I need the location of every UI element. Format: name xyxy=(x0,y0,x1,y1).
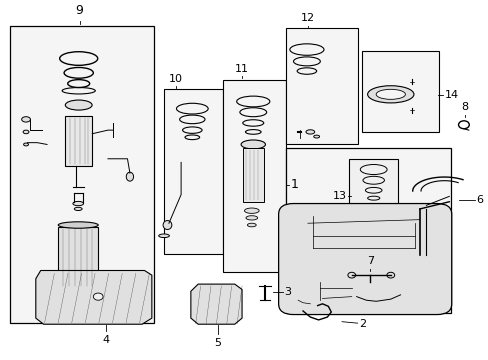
Ellipse shape xyxy=(245,216,257,220)
Ellipse shape xyxy=(23,130,29,134)
Ellipse shape xyxy=(21,117,30,122)
Ellipse shape xyxy=(347,272,355,278)
Ellipse shape xyxy=(163,221,171,229)
Text: 10: 10 xyxy=(169,73,183,84)
Ellipse shape xyxy=(244,208,259,213)
Ellipse shape xyxy=(313,135,319,138)
Bar xyxy=(348,159,397,229)
Ellipse shape xyxy=(241,140,265,149)
Text: 13: 13 xyxy=(332,191,346,201)
Bar xyxy=(285,148,450,313)
Ellipse shape xyxy=(65,100,92,110)
Text: 7: 7 xyxy=(366,256,373,266)
Ellipse shape xyxy=(367,86,413,103)
Polygon shape xyxy=(36,270,152,324)
Ellipse shape xyxy=(74,207,82,211)
Bar xyxy=(222,80,285,271)
Text: 6: 6 xyxy=(475,195,482,205)
Ellipse shape xyxy=(93,293,103,300)
Ellipse shape xyxy=(386,272,394,278)
Text: 9: 9 xyxy=(76,4,83,17)
Ellipse shape xyxy=(158,234,169,238)
Text: 4: 4 xyxy=(102,335,109,345)
Ellipse shape xyxy=(126,172,133,181)
Text: 14: 14 xyxy=(444,90,458,100)
Ellipse shape xyxy=(247,223,256,227)
Polygon shape xyxy=(190,284,242,324)
Text: 3: 3 xyxy=(284,287,291,297)
Text: 8: 8 xyxy=(460,102,468,112)
Text: 1: 1 xyxy=(290,178,298,191)
Bar xyxy=(58,227,98,288)
Bar xyxy=(65,116,92,166)
Text: 11: 11 xyxy=(235,64,248,73)
Bar xyxy=(163,89,222,254)
Bar xyxy=(361,51,438,132)
Text: 2: 2 xyxy=(358,319,366,329)
Ellipse shape xyxy=(23,143,28,146)
Text: 12: 12 xyxy=(300,13,314,23)
Bar xyxy=(243,148,263,202)
Ellipse shape xyxy=(58,222,98,228)
FancyBboxPatch shape xyxy=(278,203,451,315)
Ellipse shape xyxy=(375,89,405,99)
Ellipse shape xyxy=(305,130,314,134)
Text: 5: 5 xyxy=(214,338,221,348)
Bar xyxy=(285,28,357,144)
Ellipse shape xyxy=(58,286,98,293)
Bar xyxy=(10,26,154,324)
Ellipse shape xyxy=(73,201,83,206)
